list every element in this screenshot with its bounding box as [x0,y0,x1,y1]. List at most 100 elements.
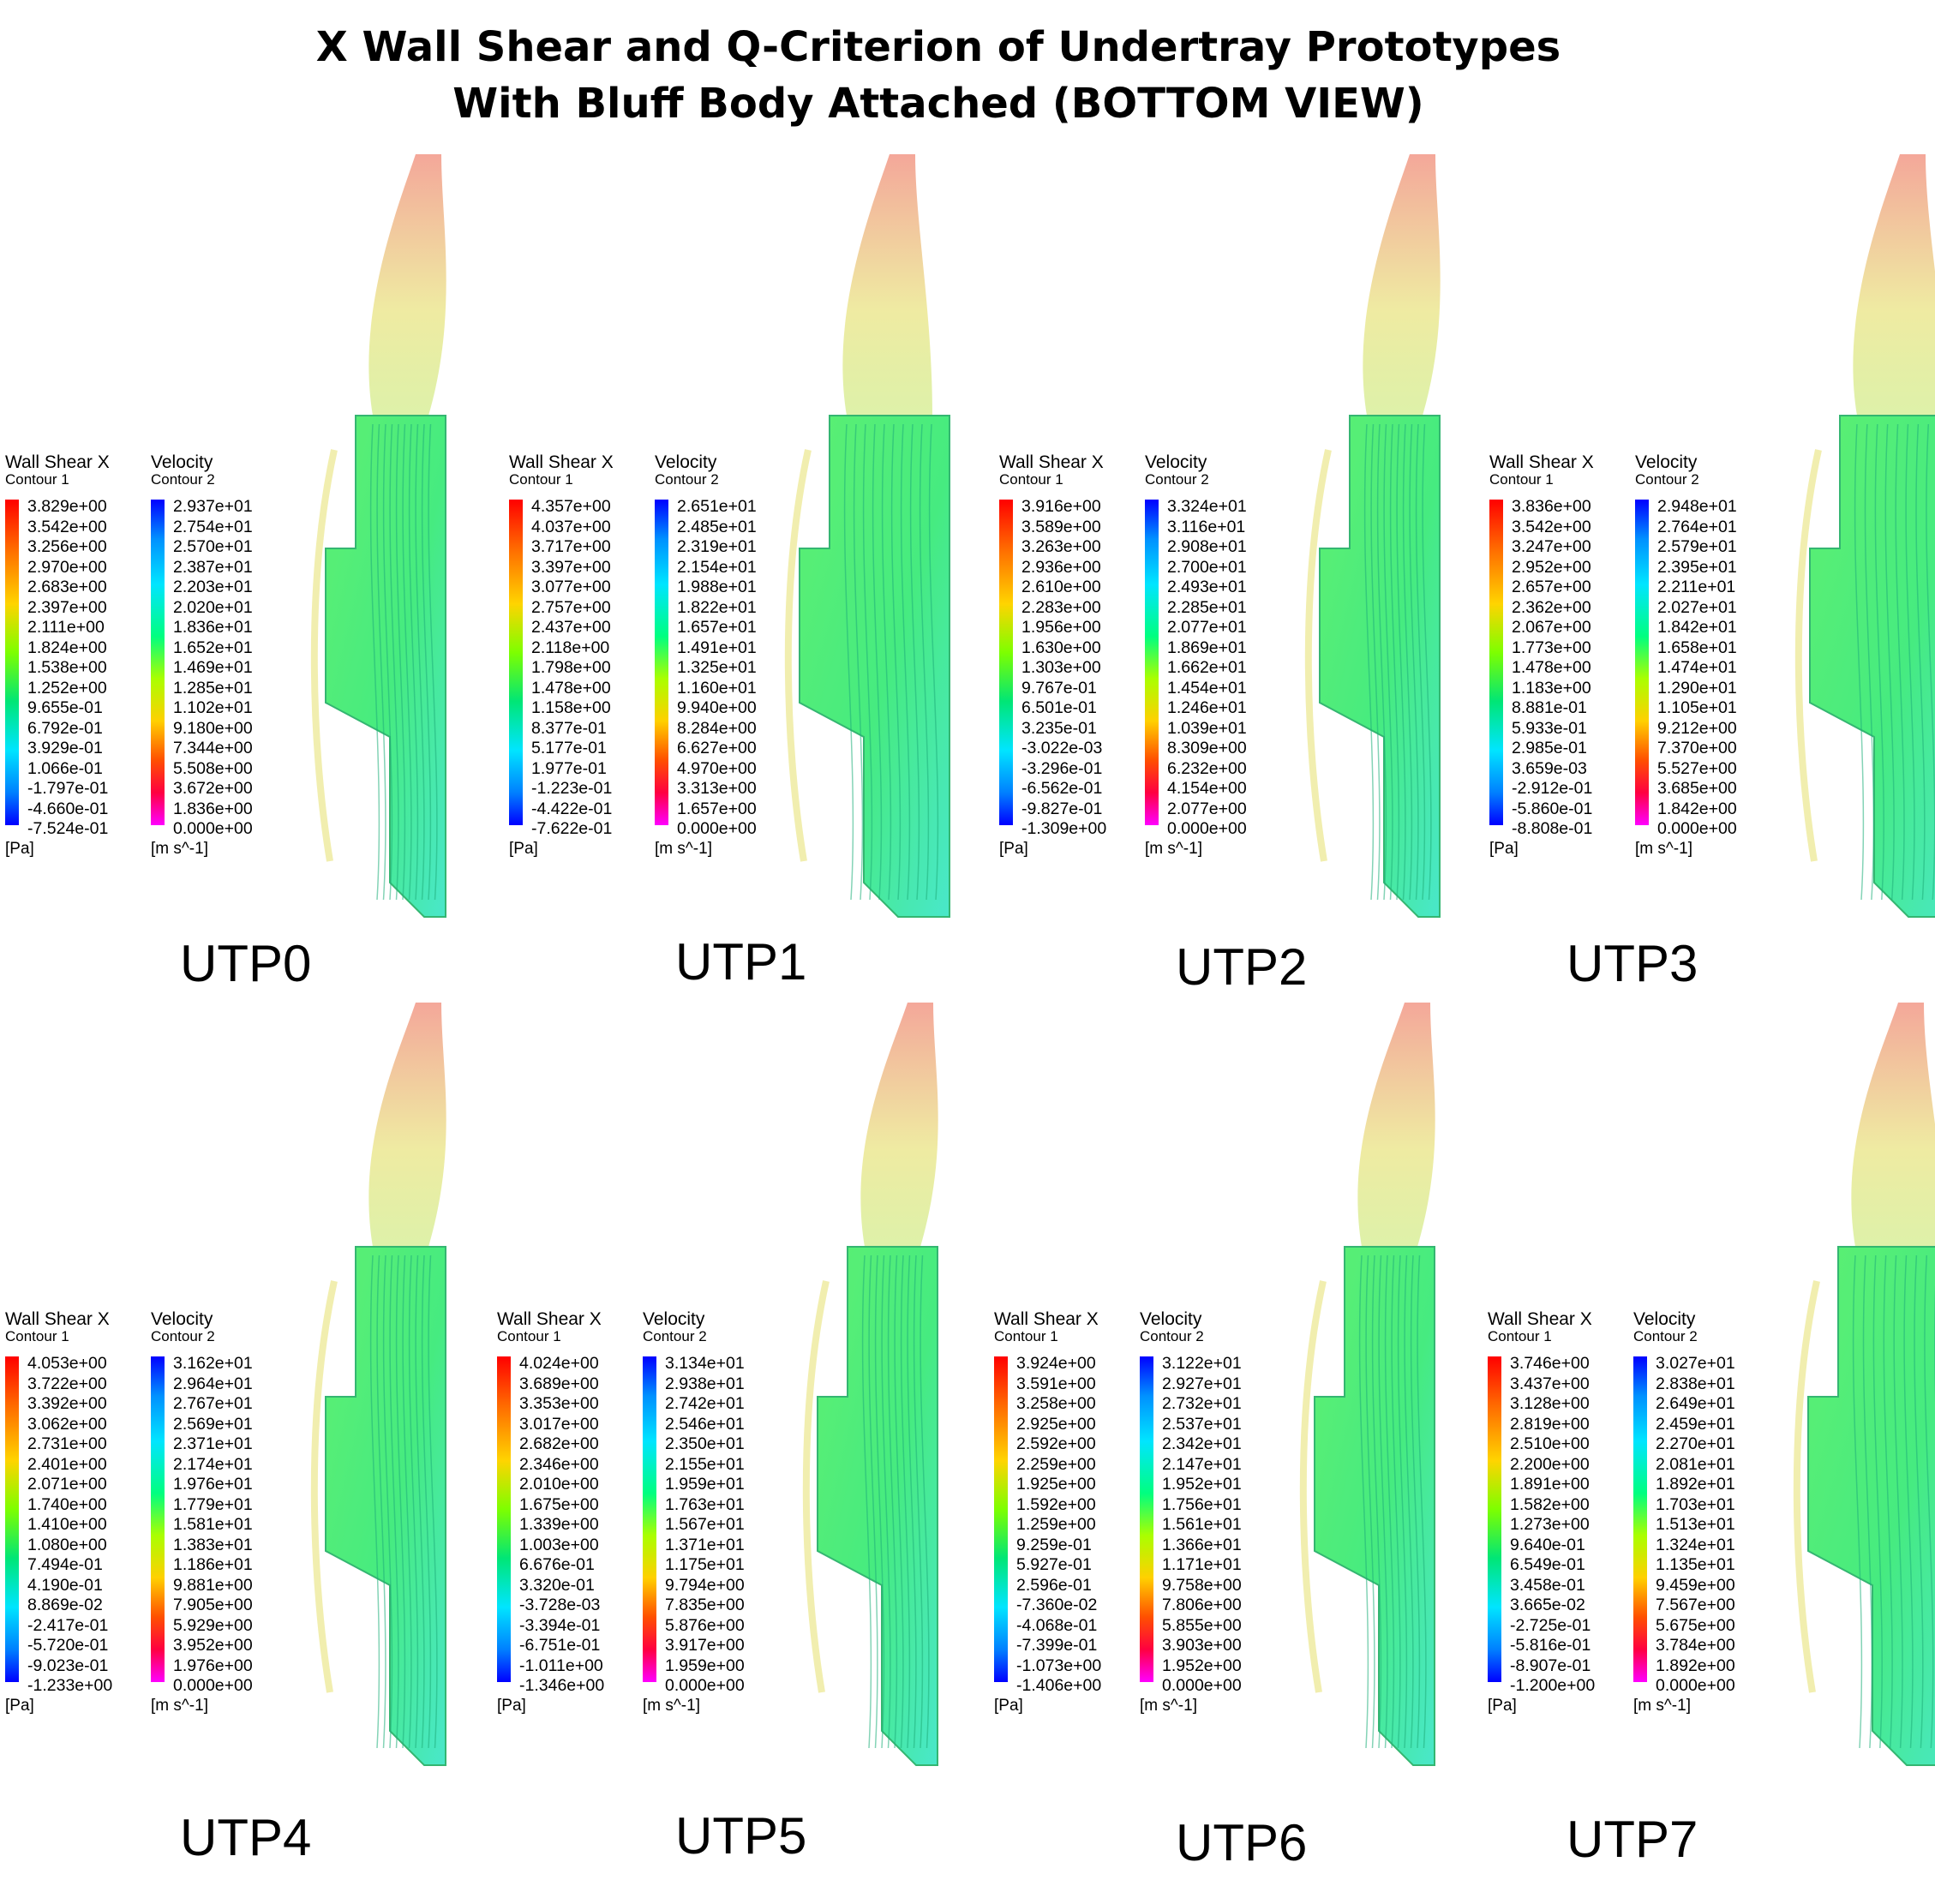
legend-value: 2.731e+00 [27,1434,107,1453]
legend-value: 2.569e+01 [173,1414,253,1434]
legend-value: 1.592e+00 [1016,1494,1096,1514]
legend-value: 2.579e+01 [1657,537,1737,556]
legend-value: 2.742e+01 [665,1394,745,1413]
legend-value: 1.478e+00 [531,678,611,698]
legend-subtitle: Contour 2 [1635,471,1699,488]
legend-value: 3.689e+00 [519,1374,599,1393]
legend-value: 1.474e+01 [1657,658,1737,677]
legend-value: 9.767e-01 [1021,678,1097,698]
legend-value: 1.658e+01 [1657,638,1737,657]
prototype-label: UTP6 [1176,1814,1308,1871]
legend-value: 4.357e+00 [531,497,611,516]
legend-value: 2.819e+00 [1510,1414,1590,1434]
legend-value: -5.860e-01 [1512,799,1593,818]
legend-value: 2.592e+00 [1016,1434,1096,1453]
legend-value: 9.794e+00 [665,1575,745,1595]
legend-value: 3.397e+00 [531,557,611,577]
legend-value: 2.010e+00 [519,1475,599,1494]
legend-value: 2.350e+01 [665,1434,745,1453]
legend-value: 7.344e+00 [173,739,253,757]
legend-value: 0.000e+00 [1656,1676,1735,1695]
legend-value: 5.508e+00 [173,758,253,778]
legend-value: 1.977e-01 [531,758,607,778]
legend-subtitle: Contour 1 [509,471,573,488]
legend-value: 1.956e+00 [1021,618,1101,637]
cfd-visualization [784,154,950,918]
flow-streak [1404,1254,1414,1749]
legend-value: 0.000e+00 [1162,1676,1242,1695]
legend-value: 2.387e+01 [173,557,253,577]
legend-value: -3.022e-03 [1021,739,1103,757]
legend-value: 7.567e+00 [1656,1596,1735,1614]
flow-streak [395,423,406,901]
legend-value: 2.964e+01 [173,1374,253,1393]
legend-subtitle: Contour 2 [1140,1328,1204,1344]
legend-value: 1.513e+01 [1656,1515,1735,1534]
legend-value: 9.259e-01 [1016,1535,1092,1554]
legend-value: 4.154e+00 [1167,779,1247,798]
legend-value: 2.754e+01 [173,517,253,536]
flow-streak [1924,1254,1934,1749]
legend-value: 3.134e+01 [665,1354,745,1373]
legend-value: 1.662e+01 [1167,658,1247,677]
legend-value: 1.303e+00 [1021,658,1101,677]
legend-value: 1.183e+00 [1512,678,1591,698]
legend-value: 3.659e-03 [1512,758,1587,778]
legend-value: 1.160e+01 [677,678,757,698]
legend-value: 3.589e+00 [1021,517,1101,536]
flow-streak [853,423,864,901]
legend-value: 2.154e+01 [677,557,757,577]
flow-streak [1893,1254,1903,1749]
legend-value: 5.929e+00 [173,1615,253,1635]
legend-title: Velocity [655,452,717,472]
legend-value: 1.652e+01 [173,638,253,657]
flow-streak [1402,423,1413,901]
legend-value: 8.377e-01 [531,718,607,738]
legend-value: 6.627e+00 [677,739,757,757]
flow-streak [913,1254,924,1749]
flow-streak [887,1254,898,1749]
legend-value: -5.720e-01 [27,1636,109,1655]
flow-streak [1358,1254,1369,1749]
prototype-panel: Wall Shear X Contour 1 3.916e+00 3.589e+00 3… [994,154,1477,1011]
flow-streak [1874,423,1884,901]
legend-title: Velocity [151,1309,213,1329]
flow-streak [376,423,386,901]
legend-value: 3.591e+00 [1016,1374,1096,1393]
legend-value: 2.764e+01 [1657,517,1737,536]
legend-value: 2.657e+00 [1512,578,1591,596]
velocity-color-bar [1140,1356,1153,1682]
flow-streak [1365,1254,1375,1749]
legend-value: 2.147e+01 [1162,1454,1242,1474]
legend-value: 5.527e+00 [1657,758,1737,778]
legend-value: 1.105e+01 [1657,698,1737,717]
flow-streak [415,423,425,901]
legend-value: 2.285e+01 [1167,597,1247,617]
legend-value: 3.122e+01 [1162,1354,1242,1373]
vortex-plume [842,154,932,416]
legend-value: 2.437e+00 [531,618,611,637]
legend-value: 1.491e+01 [677,638,757,657]
legend-value: 1.186e+01 [173,1555,253,1574]
legend-value: 6.792e-01 [27,718,103,738]
side-vortex [1299,1280,1327,1693]
legend-value: -1.346e+00 [519,1676,605,1695]
legend-value: 3.027e+01 [1656,1354,1735,1373]
legend-value: 9.940e+00 [677,698,757,717]
legend-value: 7.370e+00 [1657,739,1737,757]
legend-value: 0.000e+00 [173,819,253,838]
legend-value: 2.203e+01 [173,578,253,596]
legend-value: 1.567e+01 [665,1515,745,1534]
legend-unit: [m s^-1] [1633,1697,1691,1715]
flow-streak [428,423,438,901]
flow-streak [1872,1254,1883,1749]
legend-value: -1.200e+00 [1510,1676,1596,1695]
legend-value: 3.258e+00 [1016,1394,1096,1413]
flow-streak [1389,423,1400,901]
legend-value: -6.562e-01 [1021,779,1103,798]
legend-value: 3.916e+00 [1021,497,1101,516]
legend-value: 5.927e-01 [1016,1555,1092,1574]
flow-streak [920,1254,930,1749]
legend-value: 3.077e+00 [531,578,611,596]
legend-value: 1.135e+01 [1656,1555,1735,1574]
